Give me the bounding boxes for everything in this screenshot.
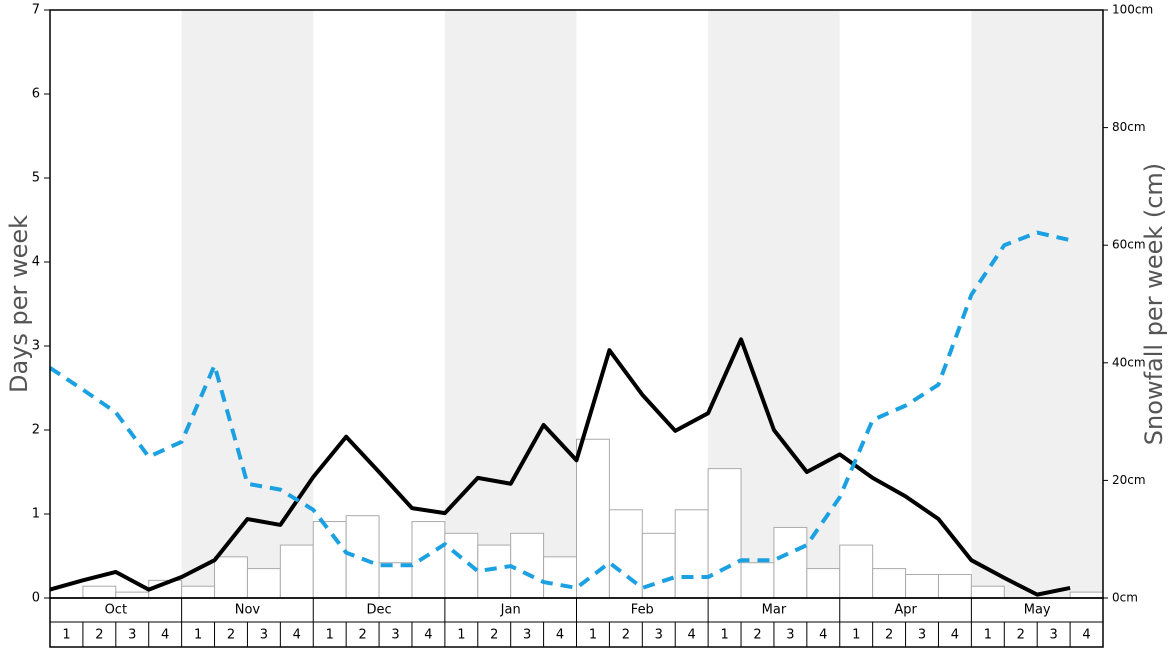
- week-label: 4: [293, 628, 301, 643]
- week-label: 3: [918, 628, 926, 643]
- month-label: Jan: [500, 603, 521, 618]
- y2-tick-label: 0cm: [1112, 591, 1138, 605]
- bar: [214, 556, 248, 599]
- bar: [905, 573, 939, 599]
- bar: [806, 568, 841, 599]
- week-label: 1: [62, 628, 70, 643]
- week-label: 4: [1082, 628, 1090, 643]
- y-tick-label: 6: [32, 87, 40, 102]
- week-label: 4: [556, 628, 564, 643]
- bar: [543, 556, 577, 599]
- week-label: 3: [655, 628, 663, 643]
- y2-tick-label: 40cm: [1112, 355, 1146, 369]
- week-label: 4: [819, 628, 827, 643]
- week-label: 2: [622, 628, 630, 643]
- bar: [773, 526, 808, 599]
- week-label: 2: [95, 628, 103, 643]
- month-band: [181, 10, 314, 598]
- month-label: Nov: [235, 603, 261, 618]
- week-label: 1: [457, 628, 465, 643]
- week-label: 3: [260, 628, 268, 643]
- week-label: 4: [951, 628, 959, 643]
- week-label: 1: [852, 628, 860, 643]
- week-label: 3: [523, 628, 531, 643]
- bar: [608, 509, 643, 599]
- week-label: 2: [1017, 628, 1025, 643]
- y2-axis-label: Snowfall per week (cm): [1140, 163, 1168, 445]
- month-band: [444, 10, 577, 598]
- bar: [411, 521, 446, 599]
- week-label: 1: [194, 628, 202, 643]
- y2-tick-label: 80cm: [1112, 120, 1146, 134]
- bar: [707, 468, 742, 599]
- y2-tick-label: 20cm: [1112, 473, 1146, 487]
- month-label: Oct: [105, 603, 127, 618]
- week-label: 3: [1050, 628, 1058, 643]
- y-tick-label: 3: [32, 339, 40, 354]
- week-label: 2: [227, 628, 235, 643]
- week-label: 4: [688, 628, 696, 643]
- week-label: 2: [885, 628, 893, 643]
- y2-tick-label: 60cm: [1112, 238, 1146, 252]
- week-label: 2: [753, 628, 761, 643]
- bar: [181, 585, 216, 599]
- week-label: 3: [128, 628, 136, 643]
- y-axis-label: Days per week: [5, 215, 33, 393]
- month-label: Apr: [894, 603, 917, 618]
- week-label: 1: [326, 628, 334, 643]
- bar: [839, 544, 874, 599]
- bar: [740, 562, 775, 599]
- y-tick-label: 4: [32, 255, 40, 270]
- bar: [674, 509, 709, 599]
- bar: [115, 591, 150, 599]
- month-label: Feb: [631, 603, 654, 618]
- week-label: 4: [161, 628, 169, 643]
- y-tick-label: 2: [32, 423, 40, 438]
- week-label: 2: [490, 628, 498, 643]
- y-tick-label: 0: [32, 591, 40, 606]
- bar: [82, 585, 117, 599]
- week-label: 4: [424, 628, 432, 643]
- bar: [576, 438, 610, 599]
- bar: [1069, 591, 1104, 599]
- month-label: Mar: [762, 603, 787, 618]
- week-label: 1: [984, 628, 992, 643]
- week-label: 1: [720, 628, 728, 643]
- week-label: 3: [786, 628, 794, 643]
- bar: [312, 521, 347, 599]
- y2-tick-label: 100cm: [1112, 3, 1153, 17]
- bar: [477, 544, 512, 599]
- y-tick-label: 1: [32, 507, 40, 522]
- month-band: [971, 10, 1103, 598]
- bar: [246, 568, 281, 599]
- week-label: 2: [358, 628, 366, 643]
- y-tick-label: 7: [32, 3, 40, 18]
- bar: [970, 585, 1005, 599]
- bar: [937, 573, 972, 599]
- month-label: Dec: [366, 603, 391, 618]
- bar: [872, 568, 907, 599]
- bar: [510, 532, 545, 599]
- week-label: 1: [589, 628, 597, 643]
- line-series: [48, 230, 1071, 590]
- bar: [378, 562, 413, 599]
- line-series: [49, 337, 1071, 597]
- bar: [279, 544, 314, 599]
- y-tick-label: 5: [32, 171, 40, 186]
- week-label: 3: [391, 628, 399, 643]
- month-label: May: [1024, 603, 1051, 618]
